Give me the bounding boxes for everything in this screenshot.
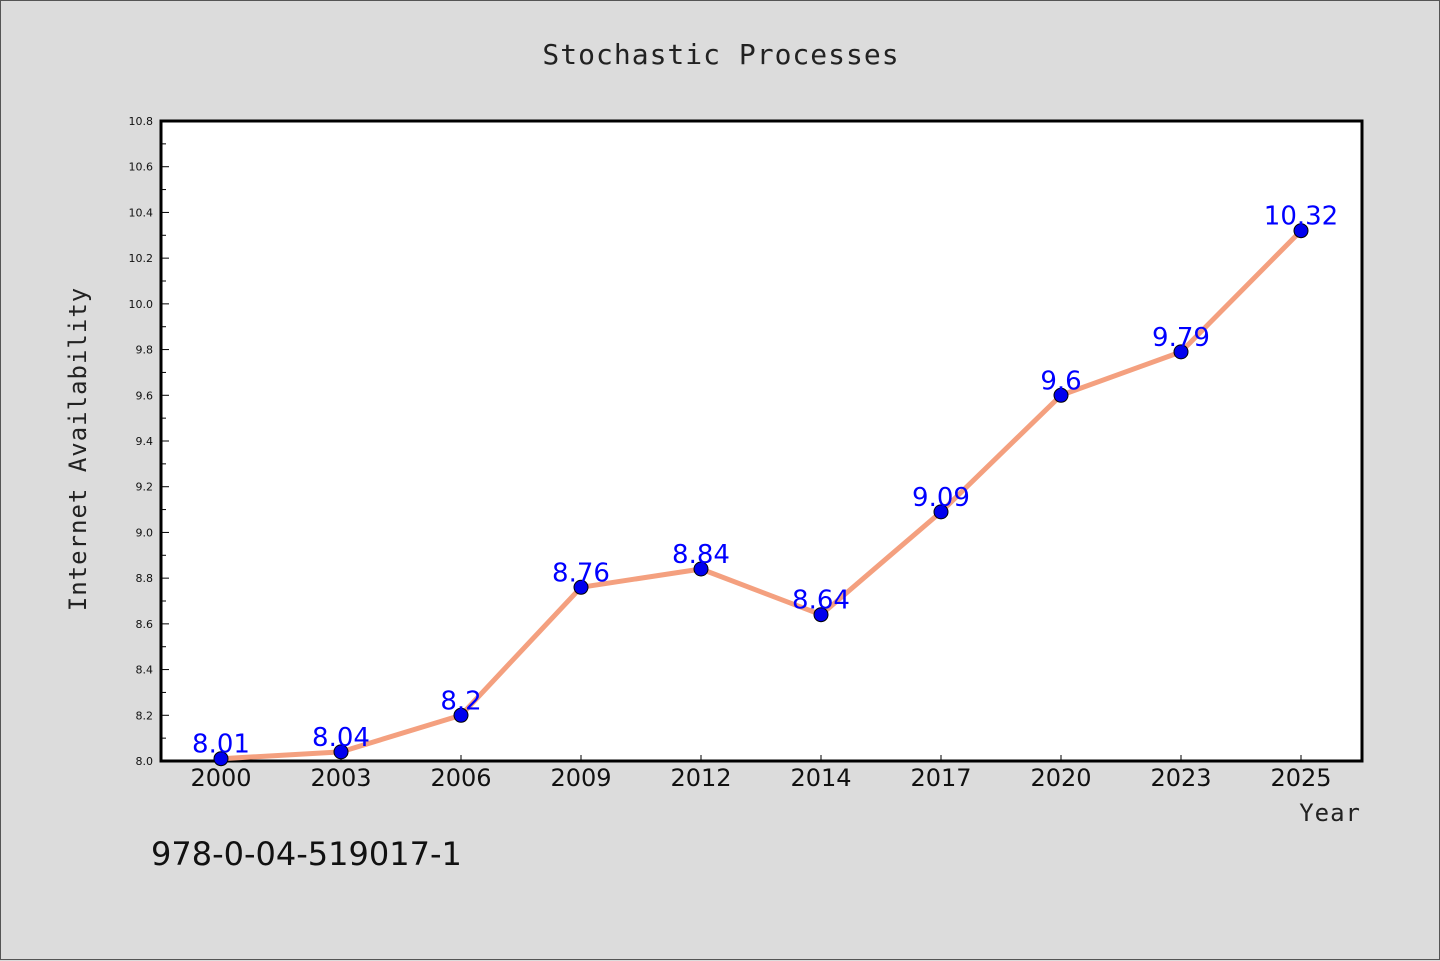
x-tick-label: 2009 <box>550 764 611 792</box>
y-tick-label: 9.4 <box>136 435 154 448</box>
data-point <box>213 751 229 767</box>
data-label: 9.6 <box>1040 366 1081 396</box>
chart-title: Stochastic Processes <box>542 38 899 71</box>
data-point <box>333 744 349 760</box>
y-tick-label: 9.8 <box>136 344 154 357</box>
data-label: 9.09 <box>912 483 970 513</box>
y-tick-label: 10.6 <box>129 161 154 174</box>
data-label: 8.01 <box>192 730 250 760</box>
plot-area <box>159 119 1364 763</box>
series-line <box>218 228 1304 762</box>
y-tick-label: 9.0 <box>136 526 154 539</box>
data-label: 10.32 <box>1264 202 1338 232</box>
data-point <box>933 504 949 520</box>
y-tick-label: 9.2 <box>136 481 154 494</box>
y-tick-label: 10.0 <box>129 298 154 311</box>
data-label: 8.2 <box>440 686 481 716</box>
x-axis: 2000 2003 2006 2009 2012 2014 2017 2020 2023 2025 <box>190 755 1332 792</box>
data-label: 8.04 <box>312 723 370 753</box>
x-tick-label: 2000 <box>190 764 251 792</box>
y-tick-label: 8.6 <box>136 618 154 631</box>
y-axis-label: Internet Availability <box>64 287 92 611</box>
data-point <box>1293 223 1309 239</box>
y-tick-label: 9.6 <box>136 389 154 402</box>
data-label: 8.76 <box>552 558 610 588</box>
data-point <box>693 561 709 577</box>
y-tick-label: 8.0 <box>136 755 154 768</box>
y-tick-label: 10.4 <box>129 206 154 219</box>
x-tick-label: 2014 <box>790 764 851 792</box>
y-tick-label: 8.4 <box>136 664 154 677</box>
data-point <box>1053 387 1069 403</box>
y-tick-label: 8.8 <box>136 572 154 585</box>
x-tick-label: 2023 <box>1150 764 1211 792</box>
series-layer: 8.01 8.04 8.2 8.76 8.84 8.64 9.09 9.6 9.79 10.32 <box>192 202 1338 767</box>
data-point <box>813 607 829 623</box>
y-tick-label: 8.2 <box>136 709 154 722</box>
y-axis: 8.0 8.2 8.4 8.6 8.8 9.0 9.2 9.4 9.6 9.8 10.0 10.2 10… <box>129 115 169 768</box>
x-tick-label: 2025 <box>1270 764 1331 792</box>
y-tick-label: 10.8 <box>129 115 154 128</box>
x-tick-label: 2012 <box>670 764 731 792</box>
data-label: 8.64 <box>792 586 850 616</box>
data-label: 9.79 <box>1152 323 1210 353</box>
x-tick-label: 2003 <box>310 764 371 792</box>
data-point <box>1173 344 1189 360</box>
y-tick-label: 10.2 <box>129 252 154 265</box>
data-point <box>573 579 589 595</box>
x-tick-label: 2020 <box>1030 764 1091 792</box>
x-tick-label: 2006 <box>430 764 491 792</box>
data-point <box>453 707 469 723</box>
x-axis-label: Year <box>1299 799 1361 827</box>
isbn-code-text: 978-0-04-519017-1 <box>151 835 462 873</box>
data-label: 8.84 <box>672 540 730 570</box>
x-tick-label: 2017 <box>910 764 971 792</box>
